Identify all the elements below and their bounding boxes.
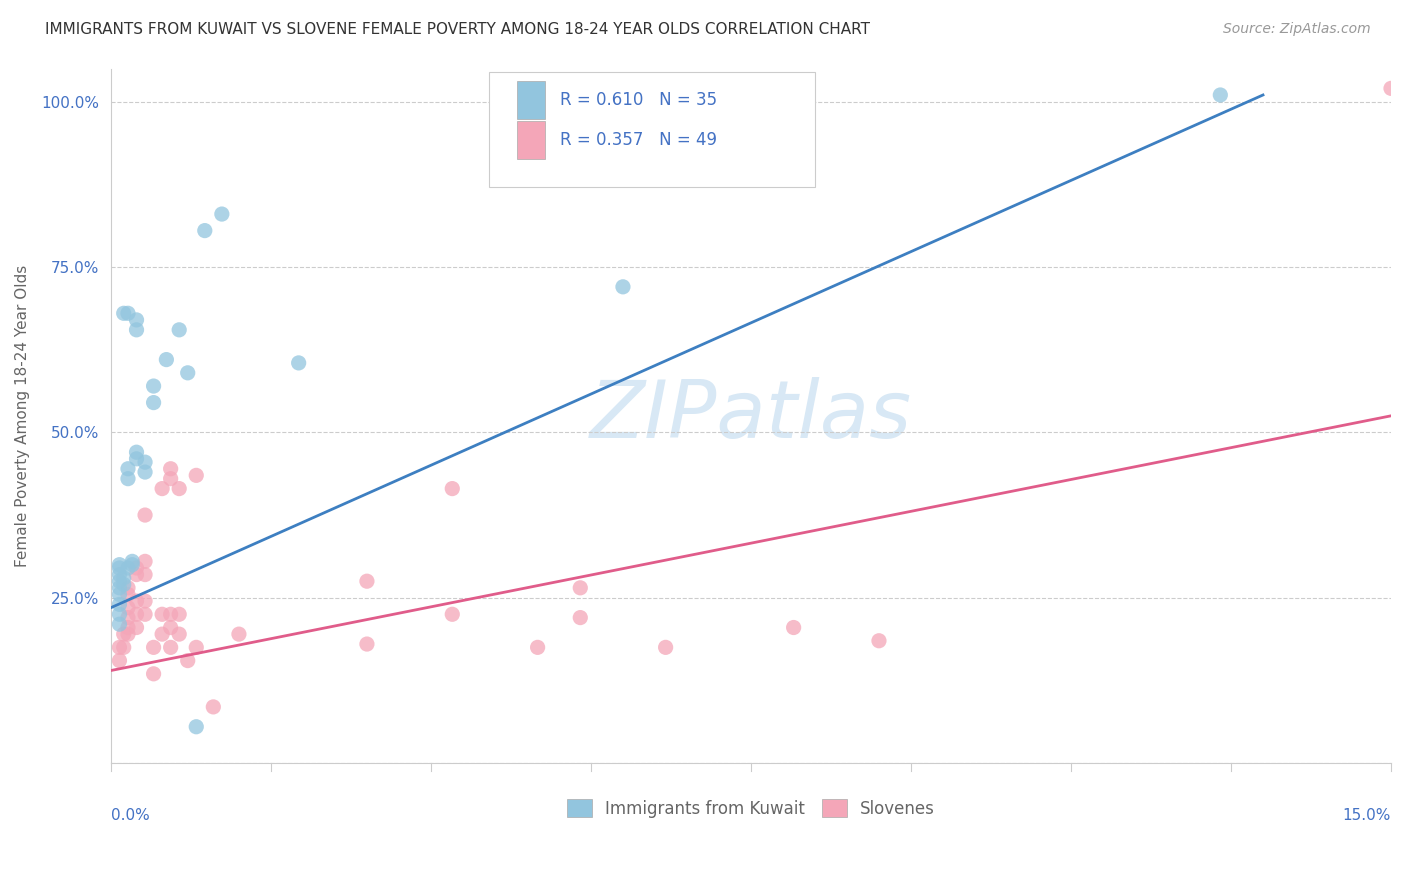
Point bbox=[202, 699, 225, 714]
FancyBboxPatch shape bbox=[488, 72, 815, 186]
Point bbox=[1209, 87, 1232, 102]
Point bbox=[159, 607, 181, 622]
Point bbox=[121, 554, 143, 568]
Point bbox=[125, 561, 148, 575]
Point bbox=[112, 627, 135, 641]
Text: 0.0%: 0.0% bbox=[111, 808, 149, 823]
Point bbox=[569, 581, 592, 595]
Point bbox=[125, 445, 148, 459]
Point bbox=[159, 472, 181, 486]
Point bbox=[117, 462, 139, 476]
Point bbox=[125, 567, 148, 582]
Point bbox=[134, 465, 156, 479]
Point bbox=[125, 607, 148, 622]
Point bbox=[159, 620, 181, 634]
Point bbox=[125, 620, 148, 634]
Point bbox=[177, 366, 200, 380]
Text: 15.0%: 15.0% bbox=[1343, 808, 1391, 823]
Point bbox=[142, 379, 165, 393]
Point bbox=[112, 577, 135, 591]
Point bbox=[142, 395, 165, 409]
Point bbox=[117, 587, 139, 601]
FancyBboxPatch shape bbox=[516, 121, 546, 159]
Point bbox=[117, 600, 139, 615]
Point bbox=[121, 558, 143, 572]
Point bbox=[150, 627, 173, 641]
Text: Source: ZipAtlas.com: Source: ZipAtlas.com bbox=[1223, 22, 1371, 37]
Point bbox=[150, 607, 173, 622]
Point bbox=[117, 581, 139, 595]
Point bbox=[112, 571, 135, 585]
Point bbox=[125, 594, 148, 608]
Point bbox=[125, 313, 148, 327]
Point bbox=[356, 637, 378, 651]
Point bbox=[134, 554, 156, 568]
Point bbox=[108, 574, 131, 589]
Point bbox=[117, 306, 139, 320]
Point bbox=[155, 352, 177, 367]
Point bbox=[108, 581, 131, 595]
Point bbox=[167, 607, 190, 622]
Point bbox=[186, 720, 208, 734]
Text: ZIPatlas: ZIPatlas bbox=[591, 376, 912, 455]
Point bbox=[108, 598, 131, 612]
Point bbox=[108, 607, 131, 622]
Text: R = 0.357   N = 49: R = 0.357 N = 49 bbox=[560, 131, 717, 149]
Point bbox=[441, 482, 464, 496]
Point bbox=[441, 607, 464, 622]
Point bbox=[194, 224, 217, 238]
Point bbox=[108, 561, 131, 575]
Text: IMMIGRANTS FROM KUWAIT VS SLOVENE FEMALE POVERTY AMONG 18-24 YEAR OLDS CORRELATI: IMMIGRANTS FROM KUWAIT VS SLOVENE FEMALE… bbox=[45, 22, 870, 37]
Legend: Immigrants from Kuwait, Slovenes: Immigrants from Kuwait, Slovenes bbox=[560, 792, 942, 824]
Point bbox=[167, 627, 190, 641]
Y-axis label: Female Poverty Among 18-24 Year Olds: Female Poverty Among 18-24 Year Olds bbox=[15, 265, 30, 567]
Point bbox=[112, 306, 135, 320]
Point bbox=[569, 610, 592, 624]
Point bbox=[108, 587, 131, 601]
Point bbox=[356, 574, 378, 589]
Point bbox=[142, 640, 165, 655]
Point bbox=[112, 640, 135, 655]
Point bbox=[654, 640, 676, 655]
Point bbox=[150, 482, 173, 496]
Point bbox=[125, 323, 148, 337]
Point bbox=[134, 508, 156, 522]
Point bbox=[159, 462, 181, 476]
Point bbox=[117, 627, 139, 641]
Point bbox=[211, 207, 233, 221]
Point bbox=[612, 280, 634, 294]
Point bbox=[1379, 81, 1402, 95]
Point bbox=[142, 666, 165, 681]
Point bbox=[134, 607, 156, 622]
Point bbox=[117, 610, 139, 624]
Point bbox=[134, 594, 156, 608]
Point bbox=[167, 482, 190, 496]
Point bbox=[287, 356, 309, 370]
Point bbox=[108, 567, 131, 582]
Point bbox=[125, 451, 148, 466]
Point bbox=[117, 561, 139, 575]
Point bbox=[108, 640, 131, 655]
Point bbox=[186, 640, 208, 655]
Point bbox=[134, 455, 156, 469]
Point bbox=[108, 654, 131, 668]
Point bbox=[108, 558, 131, 572]
Point bbox=[868, 633, 890, 648]
Point bbox=[108, 617, 131, 632]
Point bbox=[117, 620, 139, 634]
Point bbox=[228, 627, 250, 641]
Point bbox=[117, 472, 139, 486]
Point bbox=[167, 323, 190, 337]
Point bbox=[526, 640, 548, 655]
Point bbox=[782, 620, 804, 634]
Point bbox=[134, 567, 156, 582]
Text: R = 0.610   N = 35: R = 0.610 N = 35 bbox=[560, 91, 717, 109]
Point bbox=[159, 640, 181, 655]
FancyBboxPatch shape bbox=[516, 80, 546, 119]
Point bbox=[177, 654, 200, 668]
Point bbox=[186, 468, 208, 483]
